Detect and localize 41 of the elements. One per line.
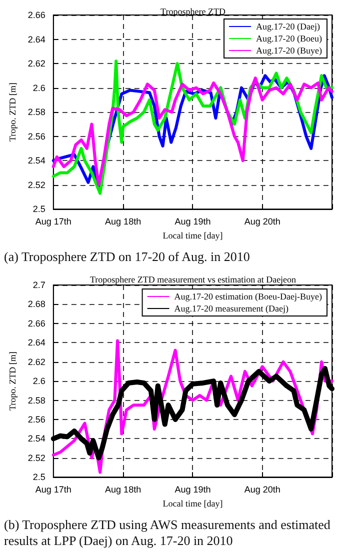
x-tick-label: Aug 19th	[174, 216, 211, 227]
y-tick-label: 2.52	[28, 180, 46, 190]
legend-label: Aug.17-20 (Boeu)	[256, 34, 322, 44]
x-tick-label: Aug 17th	[35, 484, 72, 495]
y-tick-label: 2.66	[28, 318, 46, 328]
x-tick-label: Aug 17th	[35, 216, 72, 227]
x-tick-label: Aug 18th	[105, 216, 142, 227]
y-tick-label: 2.54	[28, 156, 46, 166]
legend-label: Aug.17-20 (Buye)	[256, 46, 322, 56]
y-tick-label: 2.64	[28, 34, 46, 44]
y-axis-title: Tropo. ZTD [m]	[8, 352, 18, 411]
chart-title: Troposphere ZTD	[160, 6, 226, 16]
legend-label: Aug.17-20 measurement (Daej)	[174, 304, 289, 314]
y-tick-label: 2.5	[32, 472, 46, 482]
y-tick-label: 2.56	[28, 131, 46, 142]
x-tick-label: Aug 18th	[105, 484, 142, 495]
legend-label: Aug.17-20 estimation (Boeu-Daej-Buye)	[174, 292, 322, 302]
y-tick-label: 2.5	[32, 204, 46, 214]
x-tick-label: Aug 20th	[244, 216, 280, 227]
legend-label: Aug.17-20 (Daej)	[256, 22, 320, 32]
y-tick-label: 2.56	[28, 414, 46, 424]
y-tick-label: 2.66	[28, 10, 46, 20]
y-tick-label: 2.68	[28, 299, 46, 310]
y-tick-label: 2.7	[32, 280, 46, 290]
y-tick-label: 2.62	[28, 356, 46, 367]
y-tick-label: 2.58	[28, 395, 46, 406]
y-tick-label: 2.62	[28, 58, 46, 69]
y-tick-label: 2.52	[28, 452, 46, 463]
y-tick-label: 2.64	[28, 338, 46, 348]
text: (b) Troposphere ZTD using AWS measurements and estimated results at LPP (Daej) on Aug. 17-20 in 2010	[4, 517, 332, 549]
chart-title: Troposphere ZTD measurement vs estimation at Daejeon	[90, 274, 297, 284]
y-tick-label: 2.58	[28, 107, 46, 118]
x-tick-label: Aug 20th	[244, 484, 280, 495]
y-axis-title: Tropo. ZTD [m]	[8, 82, 18, 142]
x-tick-label: Aug 19th	[174, 484, 211, 495]
x-axis-title: Local time [day]	[162, 230, 223, 240]
y-tick-label: 2.54	[28, 434, 46, 444]
text: (a) Troposphere ZTD on 17-20 of Aug. in 2010	[4, 249, 251, 265]
y-tick-label: 2.6	[32, 376, 46, 386]
y-tick-label: 2.6	[32, 82, 46, 93]
x-axis-title: Local time [day]	[162, 498, 223, 508]
